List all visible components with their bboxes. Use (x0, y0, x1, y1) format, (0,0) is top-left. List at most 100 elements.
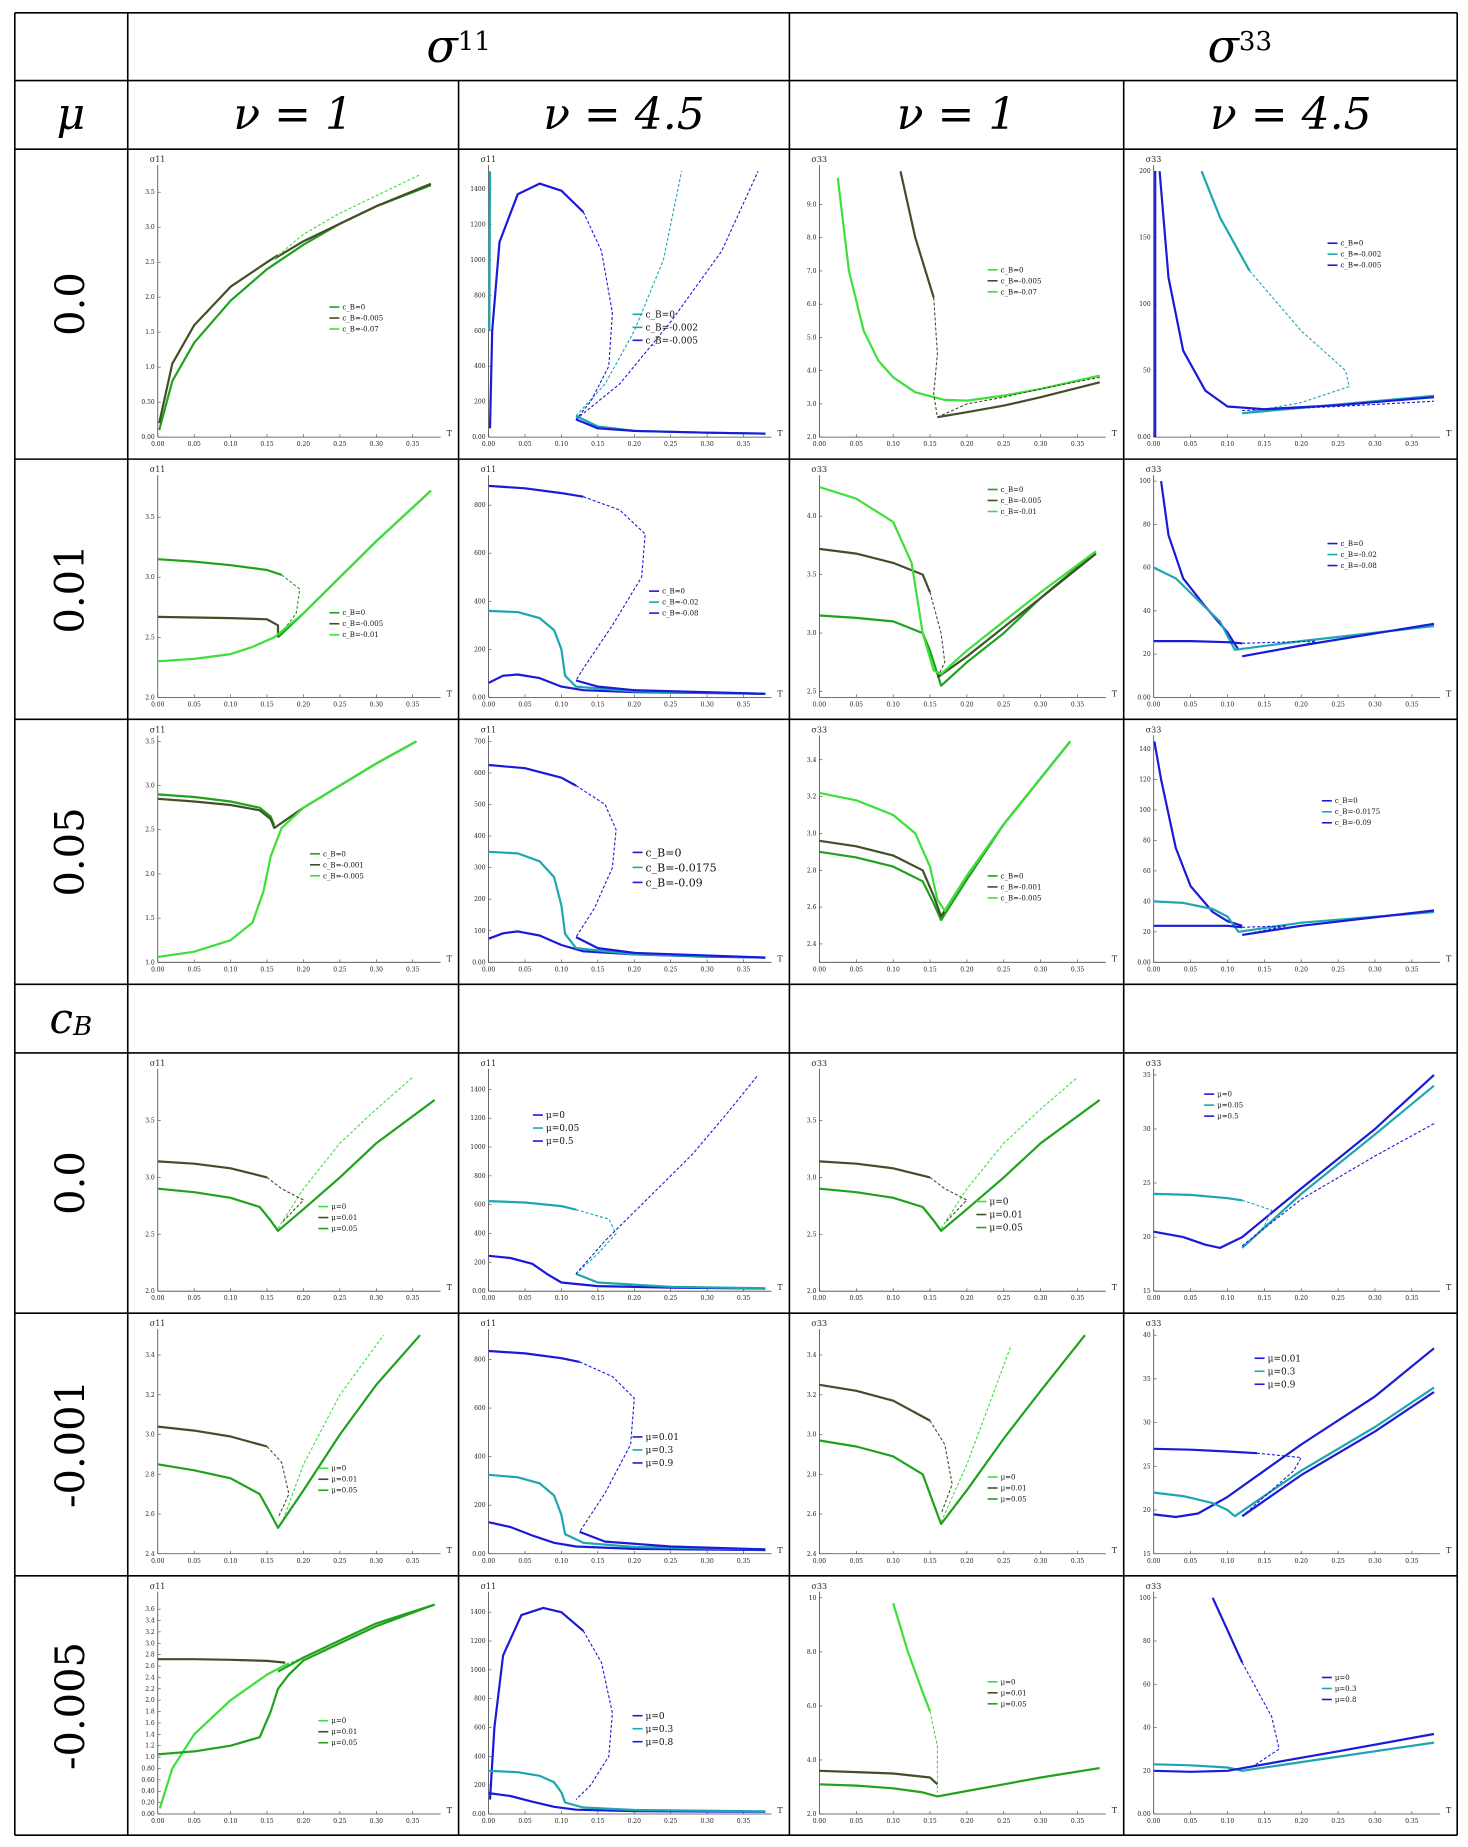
x-axis-label: T (447, 1283, 453, 1292)
legend-entry: μ=0.01 (1001, 1484, 1027, 1492)
y-tick-label: 500 (474, 801, 486, 808)
x-tick-label: 0.35 (406, 701, 420, 708)
series-line (937, 376, 1100, 418)
legend-entry: μ=0.05 (1217, 1102, 1243, 1110)
y-tick-label: 2.4 (145, 1674, 155, 1681)
x-tick-label: 0.30 (370, 441, 384, 448)
chart-r6c0: 0.00 0.05 0.10 0.15 0.20 0.25 0.30 0.35 0.00 0.20… (141, 1582, 452, 1825)
series-line (157, 615, 280, 638)
x-tick-label: 0.20 (628, 966, 642, 973)
nu-label-2: ν = 4.5 (543, 89, 705, 141)
chart-r4c0: 0.00 0.05 0.10 0.15 0.20 0.25 0.30 0.35 2.0 2.5 3.… (145, 1059, 452, 1302)
legend-entry: c_B=-0.08 (1340, 562, 1376, 570)
legend-entry: μ=0.05 (1001, 1700, 1027, 1708)
y-tick-label: 35 (1143, 1376, 1151, 1383)
x-tick-label: 0.15 (923, 966, 937, 973)
y-tick-label: 20 (1143, 1507, 1151, 1514)
legend-entry: c_B=-0.002 (1340, 251, 1381, 259)
y-tick-label: 25 (1143, 1180, 1151, 1187)
x-axis-label: T (447, 954, 453, 963)
y-tick-label: 400 (474, 1454, 486, 1461)
chart-r0c3: 0.00 0.05 0.10 0.15 0.20 0.25 0.30 0.35 0.00 50 10… (1137, 155, 1452, 448)
series-line (1242, 400, 1435, 412)
x-axis-label: T (777, 954, 783, 963)
x-axis-label: T (1446, 954, 1452, 963)
x-tick-label: 0.30 (1034, 1558, 1048, 1565)
x-tick-label: 0.10 (224, 441, 238, 448)
y-axis-label: σ11 (481, 1582, 497, 1591)
x-tick-label: 0.20 (628, 701, 642, 708)
y-tick-label: 3.0 (145, 783, 155, 790)
series-line (575, 496, 646, 681)
y-tick-label: 0.00 (472, 1288, 486, 1295)
x-tick-label: 0.20 (960, 1295, 974, 1302)
x-tick-label: 0.30 (370, 701, 384, 708)
y-tick-label: 600 (474, 1405, 486, 1412)
x-tick-label: 0.05 (187, 966, 201, 973)
chart-r6c3: 0.00 0.05 0.10 0.15 0.20 0.25 0.30 0.35 0.00 20 40… (1137, 1582, 1452, 1825)
x-tick-label: 0.15 (1258, 1295, 1272, 1302)
y-tick-label: 3.0 (807, 830, 817, 837)
x-tick-label: 0.05 (187, 441, 201, 448)
y-tick-label: 1200 (470, 1115, 485, 1122)
series-line (488, 763, 577, 787)
y-axis-label: σ33 (811, 1319, 827, 1328)
x-axis-label: T (1446, 689, 1452, 698)
series-line (488, 171, 492, 331)
y-tick-label: 3.0 (145, 1174, 155, 1181)
plots-layer: 0.00 0.05 0.10 0.15 0.20 0.25 0.30 0.35 0.00 0.50… (141, 155, 1452, 1825)
x-axis-label: T (777, 689, 783, 698)
x-tick-label: 0.20 (960, 441, 974, 448)
x-tick-label: 0.10 (555, 441, 569, 448)
legend-entry: c_B=-0.001 (1001, 883, 1042, 891)
legend-entry: c_B=-0.005 (1340, 262, 1381, 270)
y-axis-label: σ33 (1146, 1582, 1162, 1591)
y-tick-label: 2.8 (807, 1471, 817, 1478)
y-tick-label: 1.5 (145, 915, 155, 922)
y-tick-label: 400 (474, 1753, 486, 1760)
x-axis-label: T (1446, 1283, 1452, 1292)
x-tick-label: 0.05 (1184, 1818, 1198, 1825)
y-tick-label: 6.0 (807, 1703, 817, 1710)
x-tick-label: 0.15 (260, 966, 274, 973)
y-tick-label: 2.2 (145, 1686, 155, 1693)
legend-entry: c_B=-0.005 (1001, 894, 1042, 902)
x-tick-label: 0.35 (406, 441, 420, 448)
series-line (929, 1711, 938, 1793)
x-tick-label: 0.05 (850, 1295, 864, 1302)
y-axis-label: σ11 (150, 1582, 166, 1591)
chart-r5c0: 0.00 0.05 0.10 0.15 0.20 0.25 0.30 0.35 2.4 2.6 2.… (145, 1319, 452, 1565)
y-tick-label: 400 (474, 363, 486, 370)
y-tick-label: 3.2 (145, 1629, 155, 1636)
x-axis-label: T (1112, 429, 1118, 438)
series-line (488, 1473, 766, 1551)
chart-r0c2: 0.00 0.05 0.10 0.15 0.20 0.25 0.30 0.35 2.0 3.0 4.… (807, 155, 1118, 448)
x-tick-label: 0.10 (555, 966, 569, 973)
series-line (1241, 1199, 1273, 1249)
y-tick-label: 3.5 (145, 1117, 155, 1124)
series-line (158, 1662, 290, 1809)
x-tick-label: 0.05 (187, 1558, 201, 1565)
y-tick-label: 2.8 (145, 1471, 155, 1478)
x-tick-label: 0.30 (1368, 701, 1382, 708)
x-tick-label: 0.05 (1184, 1295, 1198, 1302)
series-line (158, 184, 432, 431)
y-tick-label: 3.4 (145, 1618, 155, 1625)
y-tick-label: 5.0 (807, 334, 817, 341)
x-tick-label: 0.05 (850, 966, 864, 973)
x-tick-label: 0.35 (1405, 441, 1419, 448)
y-tick-label: 0.50 (141, 399, 155, 406)
legend-entry: c_B=0 (342, 609, 365, 617)
legend-entry: c_B=0 (1001, 872, 1024, 880)
y-tick-label: 40 (1143, 1332, 1151, 1339)
x-tick-label: 0.25 (664, 701, 678, 708)
x-tick-label: 0.30 (1368, 1295, 1382, 1302)
legend-entry: c_B=-0.01 (342, 631, 378, 639)
x-tick-label: 0.35 (1071, 441, 1085, 448)
y-tick-label: 2.4 (807, 1551, 817, 1558)
x-tick-label: 0.30 (370, 966, 384, 973)
legend-entry: c_B=-0.005 (1001, 497, 1042, 505)
x-tick-label: 0.05 (187, 701, 201, 708)
series-line (575, 171, 683, 417)
series-line (488, 1606, 585, 1800)
